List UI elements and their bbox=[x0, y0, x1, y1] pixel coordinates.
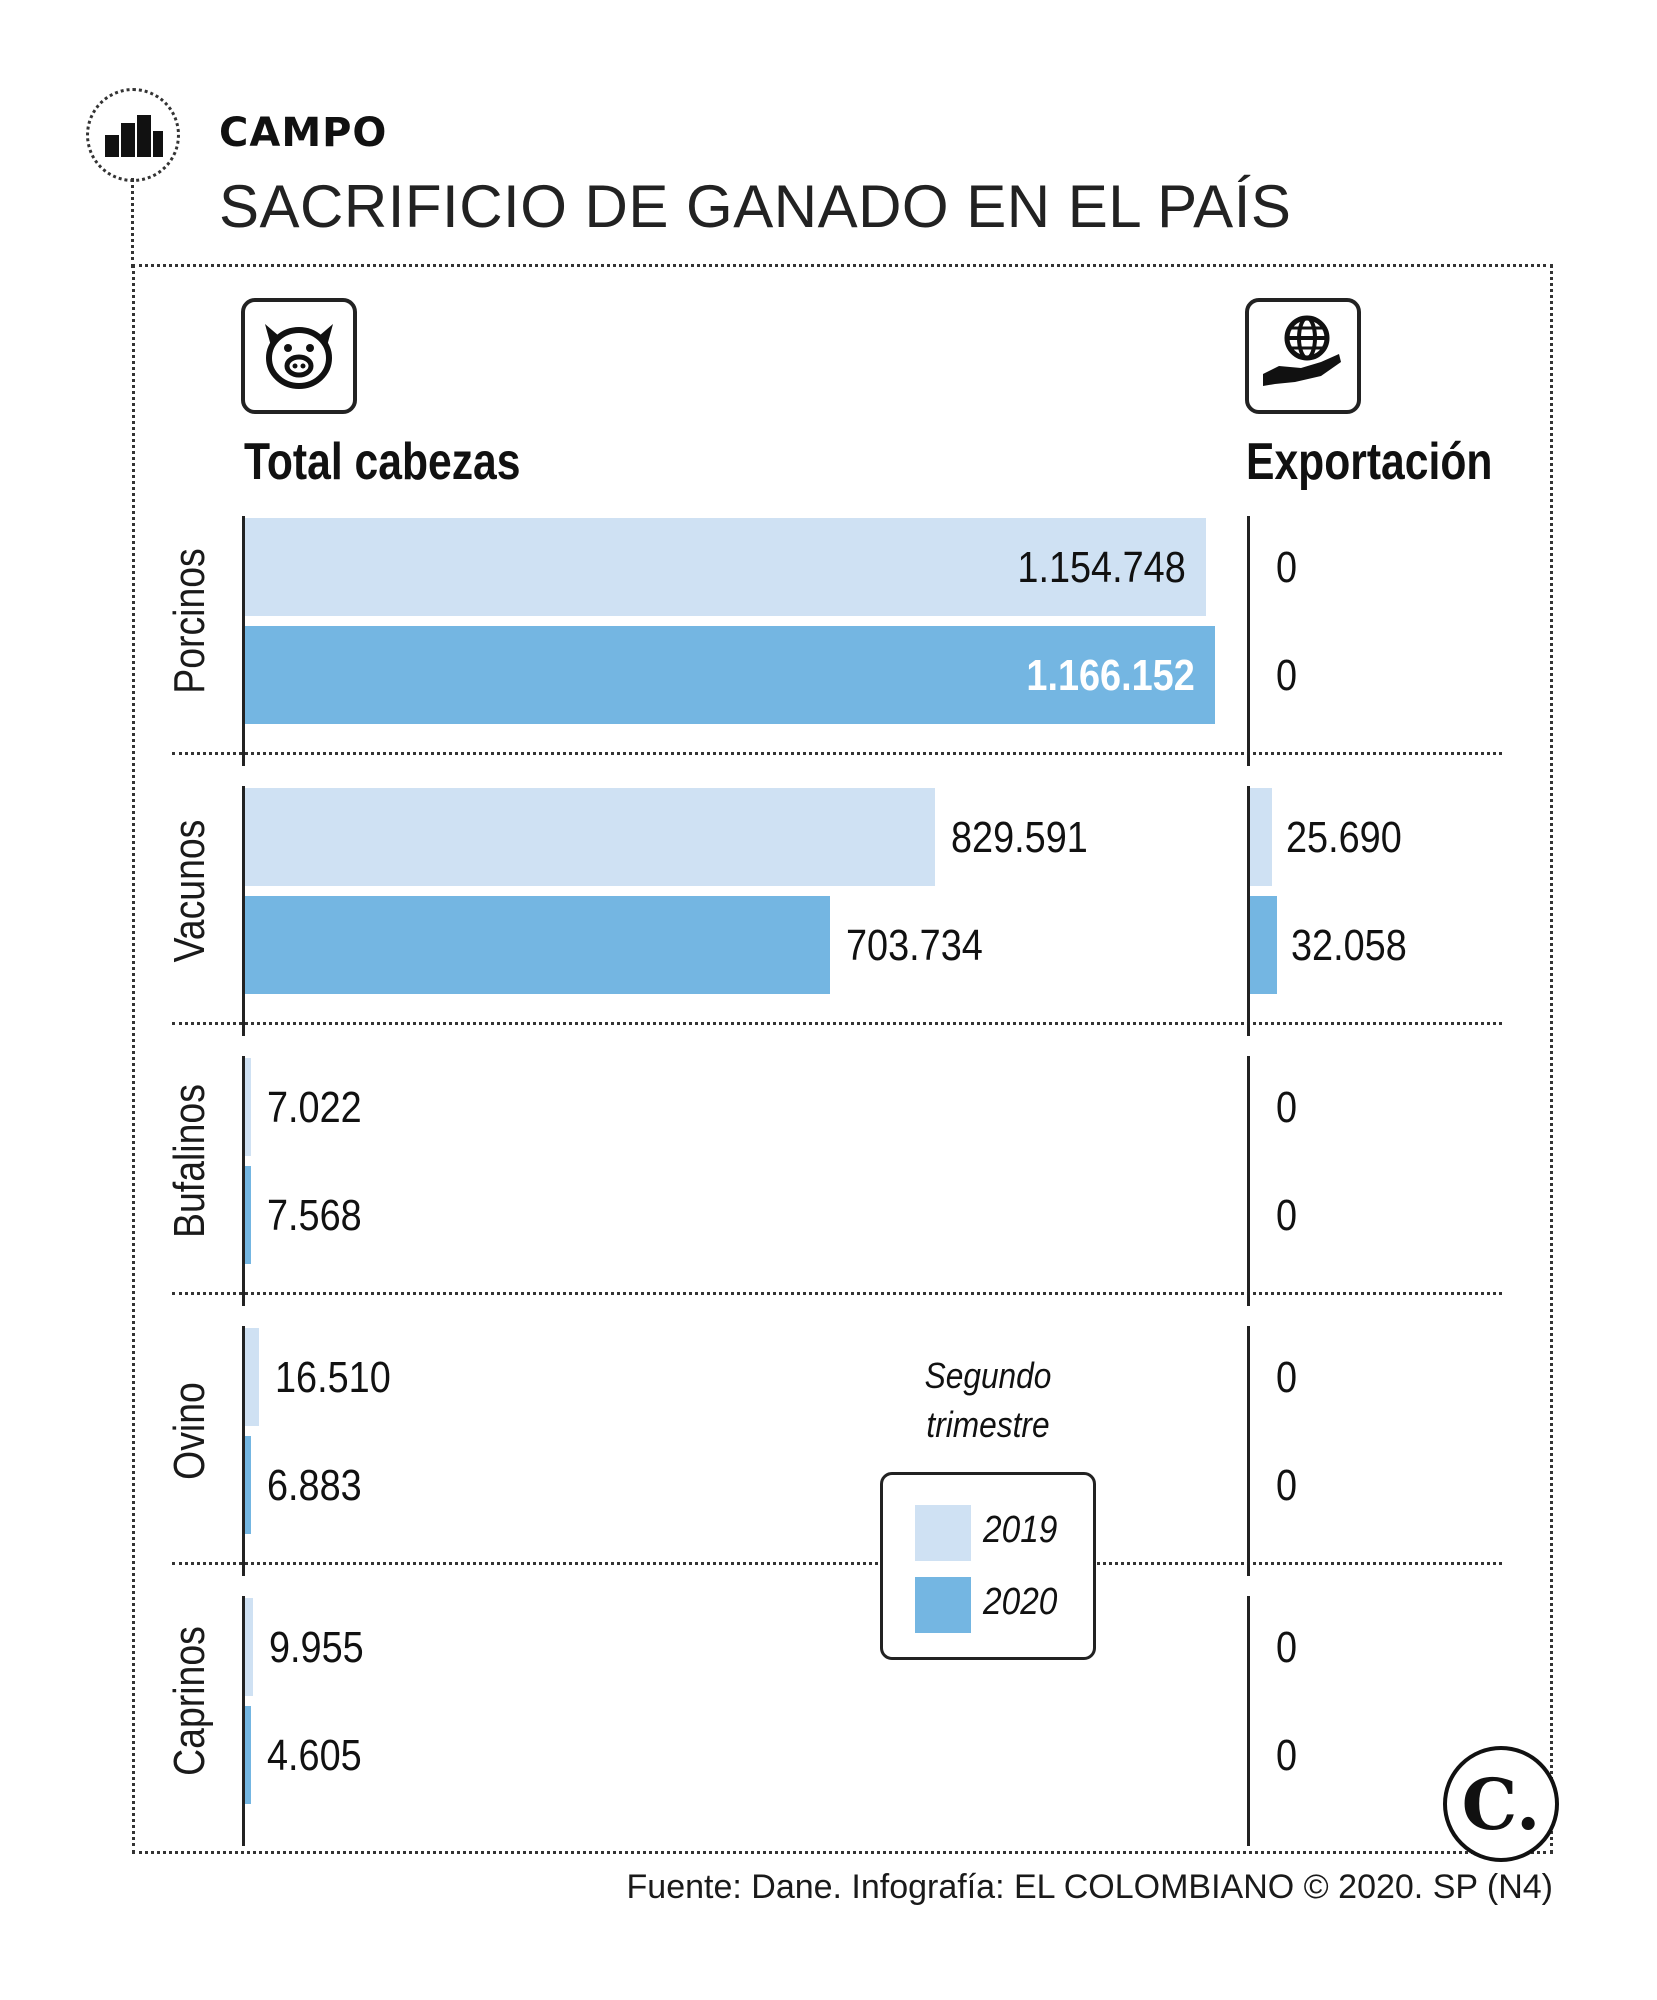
category-label-porcinos: Porcinos bbox=[165, 548, 214, 694]
group-separator bbox=[172, 752, 1502, 755]
category-label-bufalinos: Bufalinos bbox=[165, 1084, 214, 1238]
export-bar-vacunos-2019 bbox=[1250, 788, 1272, 886]
total-column-header: Total cabezas bbox=[244, 433, 521, 491]
bar-chart-badge bbox=[86, 88, 180, 182]
total-value-vacunos-2020: 703.734 bbox=[846, 921, 983, 970]
total-bar-ovino-2019 bbox=[245, 1328, 259, 1426]
legend-label-2020: 2020 bbox=[983, 1581, 1058, 1623]
export-axis-line-ovino bbox=[1247, 1326, 1250, 1576]
total-axis-line-bufalinos bbox=[242, 1056, 245, 1306]
export-value-caprinos-2019: 0 bbox=[1276, 1623, 1298, 1672]
total-bar-porcinos-2020 bbox=[245, 626, 1215, 724]
page-title: SACRIFICIO DE GANADO EN EL PAÍS bbox=[219, 173, 1292, 240]
category-label-ovino: Ovino bbox=[165, 1382, 214, 1480]
logo-letter: C. bbox=[1461, 1762, 1541, 1846]
export-value-porcinos-2019: 0 bbox=[1276, 543, 1298, 592]
total-bar-bufalinos-2019 bbox=[245, 1058, 251, 1156]
total-axis-line-vacunos bbox=[242, 786, 245, 1036]
total-value-ovino-2020: 6.883 bbox=[267, 1461, 362, 1510]
export-axis-line-porcinos bbox=[1247, 516, 1250, 766]
export-value-ovino-2020: 0 bbox=[1276, 1461, 1298, 1510]
total-value-porcinos-2019: 1.154.748 bbox=[1017, 543, 1186, 592]
total-value-bufalinos-2020: 7.568 bbox=[267, 1191, 362, 1240]
export-value-caprinos-2020: 0 bbox=[1276, 1731, 1298, 1780]
legend-label-2019: 2019 bbox=[983, 1509, 1058, 1551]
total-bar-vacunos-2019 bbox=[245, 788, 935, 886]
export-value-bufalinos-2020: 0 bbox=[1276, 1191, 1298, 1240]
badge-connector bbox=[131, 178, 134, 268]
total-bar-vacunos-2020 bbox=[245, 896, 830, 994]
export-value-bufalinos-2019: 0 bbox=[1276, 1083, 1298, 1132]
legend: 2019 2020 bbox=[880, 1472, 1096, 1660]
group-separator bbox=[172, 1022, 1502, 1025]
export-axis-line-caprinos bbox=[1247, 1596, 1250, 1846]
group-separator bbox=[172, 1562, 1502, 1565]
legend-title: Segundo trimestre bbox=[893, 1352, 1083, 1449]
legend-swatch-2019 bbox=[915, 1505, 971, 1561]
export-value-vacunos-2020: 32.058 bbox=[1291, 921, 1407, 970]
group-separator bbox=[172, 1292, 1502, 1295]
export-value-ovino-2019: 0 bbox=[1276, 1353, 1298, 1402]
globe-in-hand-icon bbox=[1263, 315, 1341, 386]
total-bar-ovino-2020 bbox=[245, 1436, 251, 1534]
total-bar-porcinos-2019 bbox=[245, 518, 1206, 616]
export-column-header: Exportación bbox=[1246, 433, 1493, 491]
total-value-caprinos-2019: 9.955 bbox=[269, 1623, 364, 1672]
export-bar-vacunos-2020 bbox=[1250, 896, 1277, 994]
el-colombiano-logo: C. bbox=[1443, 1746, 1559, 1862]
total-axis-line-porcinos bbox=[242, 516, 245, 766]
export-value-porcinos-2020: 0 bbox=[1276, 651, 1298, 700]
total-bar-caprinos-2020 bbox=[245, 1706, 251, 1804]
total-axis-line-ovino bbox=[242, 1326, 245, 1576]
total-value-ovino-2019: 16.510 bbox=[275, 1353, 391, 1402]
total-bar-bufalinos-2020 bbox=[245, 1166, 251, 1264]
legend-title-line1: Segundo bbox=[924, 1355, 1052, 1396]
export-icon-box bbox=[1245, 298, 1361, 414]
export-axis-line-bufalinos bbox=[1247, 1056, 1250, 1306]
export-value-vacunos-2019: 25.690 bbox=[1286, 813, 1402, 862]
total-value-vacunos-2019: 829.591 bbox=[951, 813, 1088, 862]
total-axis-line-caprinos bbox=[242, 1596, 245, 1846]
legend-swatch-2020 bbox=[915, 1577, 971, 1633]
pig-icon bbox=[265, 324, 333, 389]
total-value-porcinos-2020: 1.166.152 bbox=[1026, 651, 1195, 700]
source-credit: Fuente: Dane. Infografía: EL COLOMBIANO … bbox=[626, 1868, 1553, 1906]
export-axis-line-vacunos bbox=[1247, 786, 1250, 1036]
total-icon-box bbox=[241, 298, 357, 414]
section-kicker: CAMPO bbox=[219, 110, 388, 156]
bar-chart-icon bbox=[105, 115, 163, 157]
category-label-vacunos: Vacunos bbox=[165, 819, 214, 963]
category-label-caprinos: Caprinos bbox=[165, 1626, 214, 1776]
chart-frame bbox=[132, 264, 1553, 1854]
total-value-bufalinos-2019: 7.022 bbox=[267, 1083, 362, 1132]
legend-title-line2: trimestre bbox=[926, 1403, 1050, 1445]
total-bar-caprinos-2019 bbox=[245, 1598, 253, 1696]
total-value-caprinos-2020: 4.605 bbox=[267, 1731, 362, 1780]
